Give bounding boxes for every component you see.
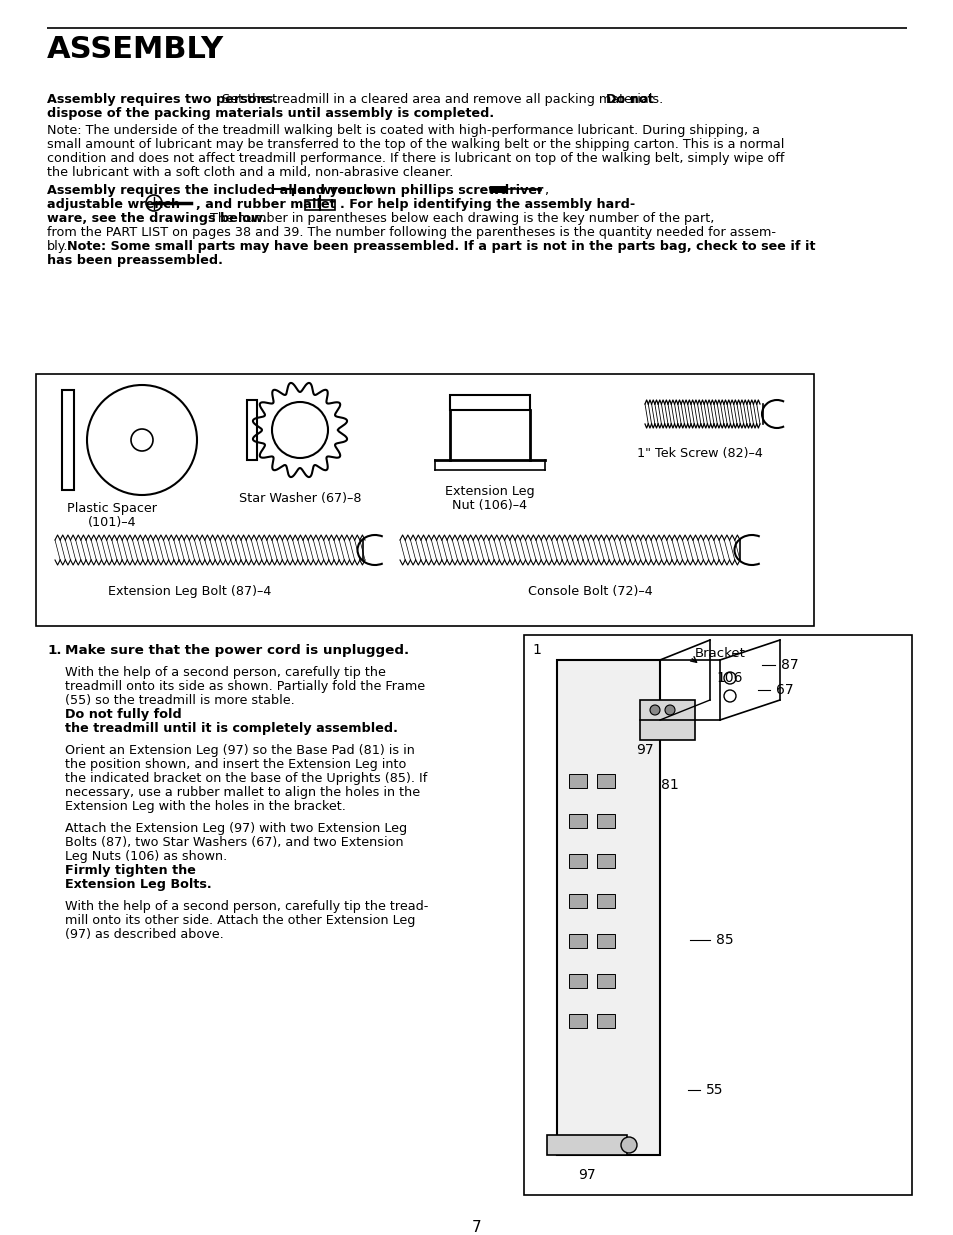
- Text: 1.: 1.: [47, 643, 61, 657]
- Text: treadmill onto its side as shown. Partially fold the Frame: treadmill onto its side as shown. Partia…: [65, 680, 425, 693]
- Bar: [568, 934, 586, 948]
- Text: With the help of a second person, carefully tip the: With the help of a second person, carefu…: [65, 666, 385, 679]
- Text: 106: 106: [716, 671, 742, 685]
- Text: Orient an Extension Leg (97) so the Base Pad (81) is in: Orient an Extension Leg (97) so the Base…: [65, 743, 415, 757]
- Bar: [557, 659, 659, 1155]
- Bar: [450, 395, 530, 410]
- Text: Attach the Extension Leg (97) with two Extension Leg: Attach the Extension Leg (97) with two E…: [65, 823, 407, 835]
- Text: (101)–4: (101)–4: [88, 516, 136, 529]
- Text: Extension Leg Bolt (87)–4: Extension Leg Bolt (87)–4: [109, 585, 272, 598]
- Text: Plastic Spacer: Plastic Spacer: [67, 501, 157, 515]
- Text: has been preassembled.: has been preassembled.: [47, 254, 223, 267]
- Bar: [597, 1014, 615, 1028]
- Bar: [568, 774, 586, 788]
- Bar: [597, 774, 615, 788]
- Text: 7: 7: [472, 1220, 481, 1235]
- Text: mill onto its other side. Attach the other Extension Leg: mill onto its other side. Attach the oth…: [65, 914, 415, 927]
- Text: Star Washer (67)–8: Star Washer (67)–8: [238, 492, 361, 505]
- Text: the lubricant with a soft cloth and a mild, non-abrasive cleaner.: the lubricant with a soft cloth and a mi…: [47, 165, 453, 179]
- Bar: [597, 894, 615, 908]
- Bar: [597, 934, 615, 948]
- Text: 87: 87: [781, 658, 798, 672]
- Bar: [247, 400, 256, 459]
- Bar: [597, 974, 615, 988]
- Bar: [568, 894, 586, 908]
- Text: 85: 85: [716, 932, 733, 947]
- Text: (55) so the treadmill is more stable.: (55) so the treadmill is more stable.: [65, 694, 298, 706]
- Text: 97: 97: [578, 1168, 596, 1182]
- Text: Extension Leg Bolts.: Extension Leg Bolts.: [65, 878, 212, 890]
- Text: Note: The underside of the treadmill walking belt is coated with high-performanc: Note: The underside of the treadmill wal…: [47, 124, 760, 137]
- Bar: [62, 390, 74, 490]
- Text: Set the treadmill in a cleared area and remove all packing materials.: Set the treadmill in a cleared area and …: [222, 93, 662, 106]
- Text: Do not fully fold: Do not fully fold: [65, 708, 182, 721]
- Text: 81: 81: [660, 778, 679, 792]
- Text: adjustable wrench: adjustable wrench: [47, 198, 180, 211]
- Bar: [568, 853, 586, 868]
- Text: 97: 97: [636, 743, 653, 757]
- Text: With the help of a second person, carefully tip the tread-: With the help of a second person, carefu…: [65, 900, 428, 913]
- Text: Bracket: Bracket: [694, 647, 744, 659]
- Bar: [568, 1014, 586, 1028]
- Text: Assembly requires two persons.: Assembly requires two persons.: [47, 93, 277, 106]
- Text: 55: 55: [705, 1083, 723, 1097]
- Text: Nut (106)–4: Nut (106)–4: [452, 499, 527, 513]
- Bar: [36, 374, 813, 626]
- Text: ware, see the drawings below.: ware, see the drawings below.: [47, 212, 267, 225]
- Text: the indicated bracket on the base of the Uprights (85). If: the indicated bracket on the base of the…: [65, 772, 427, 785]
- Text: . For help identifying the assembly hard-: . For help identifying the assembly hard…: [339, 198, 635, 211]
- Bar: [597, 814, 615, 827]
- Text: ASSEMBLY: ASSEMBLY: [47, 35, 224, 64]
- Bar: [546, 1135, 626, 1155]
- Bar: [568, 974, 586, 988]
- Text: Console Bolt (72)–4: Console Bolt (72)–4: [527, 585, 652, 598]
- Text: Assembly requires the included allen wrench: Assembly requires the included allen wre…: [47, 184, 372, 198]
- Text: from the PART LIST on pages 38 and 39. The number following the parentheses is t: from the PART LIST on pages 38 and 39. T…: [47, 226, 775, 240]
- Text: Extension Leg: Extension Leg: [445, 485, 535, 498]
- Bar: [305, 200, 335, 210]
- Text: the position shown, and insert the Extension Leg into: the position shown, and insert the Exten…: [65, 758, 406, 771]
- Text: Firmly tighten the: Firmly tighten the: [65, 864, 195, 877]
- Text: small amount of lubricant may be transferred to the top of the walking belt or t: small amount of lubricant may be transfe…: [47, 138, 783, 151]
- Text: Bolts (87), two Star Washers (67), and two Extension: Bolts (87), two Star Washers (67), and t…: [65, 836, 403, 848]
- Text: Leg Nuts (106) as shown.: Leg Nuts (106) as shown.: [65, 850, 231, 863]
- Text: , and rubber mallet: , and rubber mallet: [195, 198, 335, 211]
- Text: 1" Tek Screw (82)–4: 1" Tek Screw (82)–4: [637, 447, 762, 459]
- Bar: [597, 853, 615, 868]
- Text: 67: 67: [776, 683, 793, 697]
- Circle shape: [620, 1137, 637, 1153]
- Text: Do not: Do not: [605, 93, 653, 106]
- Text: and your own phillips screwdriver: and your own phillips screwdriver: [297, 184, 543, 198]
- Text: the treadmill until it is completely assembled.: the treadmill until it is completely ass…: [65, 722, 397, 735]
- Text: Make sure that the power cord is unplugged.: Make sure that the power cord is unplugg…: [65, 643, 409, 657]
- Bar: [523, 635, 911, 1195]
- Text: Note: Some small parts may have been preassembled. If a part is not in the parts: Note: Some small parts may have been pre…: [67, 240, 815, 253]
- Bar: [639, 700, 695, 740]
- Bar: [568, 814, 586, 827]
- Text: necessary, use a rubber mallet to align the holes in the: necessary, use a rubber mallet to align …: [65, 785, 419, 799]
- Text: bly.: bly.: [47, 240, 69, 253]
- Text: ,: ,: [543, 184, 548, 198]
- Text: 1: 1: [532, 643, 540, 657]
- Text: condition and does not affect treadmill performance. If there is lubricant on to: condition and does not affect treadmill …: [47, 152, 783, 165]
- Text: Extension Leg with the holes in the bracket.: Extension Leg with the holes in the brac…: [65, 800, 346, 813]
- Circle shape: [664, 705, 675, 715]
- Text: (97) as described above.: (97) as described above.: [65, 927, 224, 941]
- Circle shape: [649, 705, 659, 715]
- Text: dispose of the packing materials until assembly is completed.: dispose of the packing materials until a…: [47, 107, 494, 120]
- Text: The number in parentheses below each drawing is the key number of the part,: The number in parentheses below each dra…: [210, 212, 714, 225]
